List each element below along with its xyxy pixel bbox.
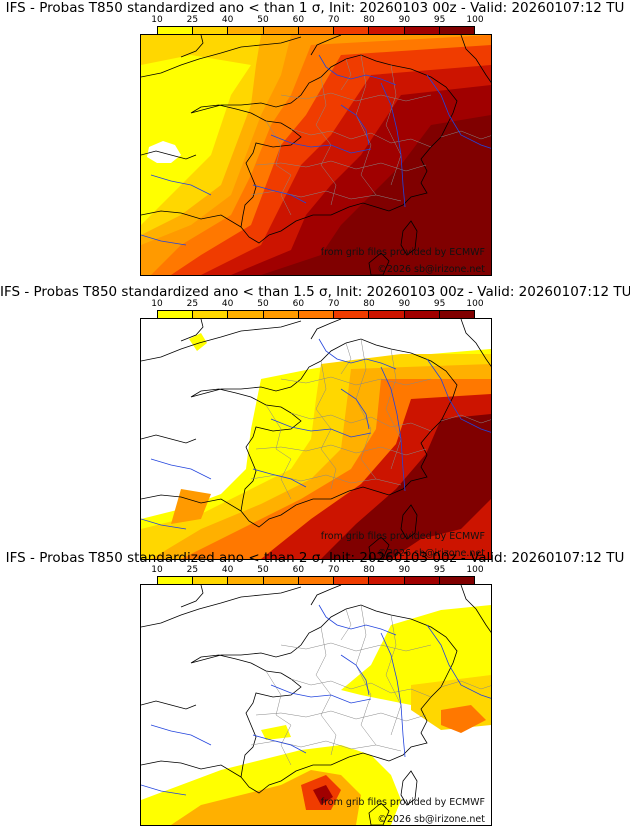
colorbar-tick-80: 80 bbox=[363, 299, 375, 309]
copyright-credit: ©2026 sb@irizone.net bbox=[377, 814, 485, 825]
source-credit: from grib files provided by ECMWF bbox=[320, 797, 485, 808]
colorbar-box-50-60 bbox=[263, 311, 299, 318]
colorbar-ticks: 10 25 40 50 60 70 80 90 95 100 bbox=[151, 15, 483, 26]
panel-title: IFS - Probas T850 standardized ano < tha… bbox=[5, 550, 625, 566]
colorbar-box-95-100 bbox=[439, 311, 474, 318]
prob-level-4 bbox=[171, 489, 211, 524]
source-credit: from grib files provided by ECMWF bbox=[320, 531, 485, 542]
copyright-credit: ©2026 sb@irizone.net bbox=[377, 548, 485, 559]
colorbar-box-60-70 bbox=[298, 27, 335, 34]
colorbar-tick-60: 60 bbox=[292, 565, 305, 575]
colorbar-tick-100: 100 bbox=[466, 299, 484, 309]
colorbar-tick-70: 70 bbox=[327, 565, 340, 575]
colorbar-tick-95: 95 bbox=[433, 15, 446, 25]
colorbar-tick-10: 10 bbox=[151, 15, 163, 25]
colorbar-tick-90: 90 bbox=[398, 15, 411, 25]
colorbar-box-80-90 bbox=[369, 27, 405, 34]
map-panel-1-5-sigma: IFS - Probas T850 standardized ano < tha… bbox=[0, 284, 630, 560]
colorbar-box-10-25 bbox=[158, 27, 194, 34]
panel-title: IFS - Probas T850 standardized ano < tha… bbox=[0, 284, 630, 300]
colorbar-box-10-25 bbox=[158, 311, 194, 318]
colorbar-tick-70: 70 bbox=[327, 299, 340, 309]
colorbar-box-60-70 bbox=[298, 311, 335, 318]
prob-level-5 bbox=[441, 705, 486, 733]
colorbar-box-95-100 bbox=[439, 27, 474, 34]
zero-prob-area bbox=[147, 141, 181, 163]
copyright-credit: ©2026 sb@irizone.net bbox=[377, 264, 485, 275]
map-panel-1-sigma: IFS - Probas T850 standardized ano < tha… bbox=[0, 0, 630, 276]
colorbar-box-60-70 bbox=[298, 577, 335, 584]
colorbar-tick-70: 70 bbox=[327, 15, 340, 25]
colorbar-tick-50: 50 bbox=[257, 565, 269, 575]
colorbar-box-80-90 bbox=[369, 577, 405, 584]
colorbar-box-90-95 bbox=[404, 311, 440, 318]
colorbar-box-70-80 bbox=[334, 311, 370, 318]
colorbar-tick-40: 40 bbox=[221, 15, 234, 25]
colorbar-tick-10: 10 bbox=[151, 565, 163, 575]
colorbar-tick-50: 50 bbox=[257, 299, 269, 309]
colorbar-tick-50: 50 bbox=[257, 15, 269, 25]
colorbar-box-90-95 bbox=[404, 27, 440, 34]
probability-map: from grib files provided by ECMWF ©2026 … bbox=[140, 34, 492, 276]
colorbar-tick-95: 95 bbox=[433, 299, 446, 309]
map-svg bbox=[141, 319, 491, 559]
colorbar-box-25-40 bbox=[193, 311, 229, 318]
colorbar-tick-40: 40 bbox=[221, 565, 234, 575]
map-svg bbox=[141, 35, 491, 275]
colorbar-ticks: 10 25 40 50 60 70 80 90 95 100 bbox=[151, 299, 483, 310]
source-credit: from grib files provided by ECMWF bbox=[320, 247, 485, 258]
colorbar-tick-40: 40 bbox=[221, 299, 234, 309]
prob-level-1 bbox=[261, 725, 291, 740]
colorbar-tick-25: 25 bbox=[186, 299, 199, 309]
colorbar-tick-80: 80 bbox=[363, 565, 375, 575]
prob-level-8 bbox=[313, 785, 333, 805]
colorbar-box-50-60 bbox=[263, 27, 299, 34]
colorbar-tick-10: 10 bbox=[151, 299, 163, 309]
colorbar-box-40-50 bbox=[228, 577, 264, 584]
colorbar-box-70-80 bbox=[334, 27, 370, 34]
map-svg bbox=[141, 585, 491, 825]
prob-level-1 bbox=[189, 333, 207, 351]
colorbar-box-80-90 bbox=[369, 311, 405, 318]
colorbar-box-25-40 bbox=[193, 577, 229, 584]
colorbar-tick-60: 60 bbox=[292, 15, 305, 25]
colorbar-box-10-25 bbox=[158, 577, 194, 584]
colorbar-tick-100: 100 bbox=[466, 565, 484, 575]
colorbar-tick-80: 80 bbox=[363, 15, 375, 25]
colorbar-box-70-80 bbox=[334, 577, 370, 584]
colorbar-box-90-95 bbox=[404, 577, 440, 584]
colorbar-tick-90: 90 bbox=[398, 565, 411, 575]
colorbar-tick-90: 90 bbox=[398, 299, 411, 309]
map-panel-2-sigma: IFS - Probas T850 standardized ano < tha… bbox=[0, 550, 630, 826]
colorbar-tick-100: 100 bbox=[466, 15, 484, 25]
panel-title: IFS - Probas T850 standardized ano < tha… bbox=[5, 0, 625, 16]
colorbar-tick-60: 60 bbox=[292, 299, 305, 309]
colorbar-box-50-60 bbox=[263, 577, 299, 584]
colorbar-box-40-50 bbox=[228, 311, 264, 318]
colorbar-box-40-50 bbox=[228, 27, 264, 34]
probability-map: from grib files provided by ECMWF ©2026 … bbox=[140, 318, 492, 560]
colorbar-box-25-40 bbox=[193, 27, 229, 34]
colorbar-tick-25: 25 bbox=[186, 565, 199, 575]
colorbar-box-95-100 bbox=[439, 577, 474, 584]
colorbar-ticks: 10 25 40 50 60 70 80 90 95 100 bbox=[151, 565, 483, 576]
colorbar-tick-95: 95 bbox=[433, 565, 446, 575]
colorbar-tick-25: 25 bbox=[186, 15, 199, 25]
probability-map: from grib files provided by ECMWF ©2026 … bbox=[140, 584, 492, 826]
